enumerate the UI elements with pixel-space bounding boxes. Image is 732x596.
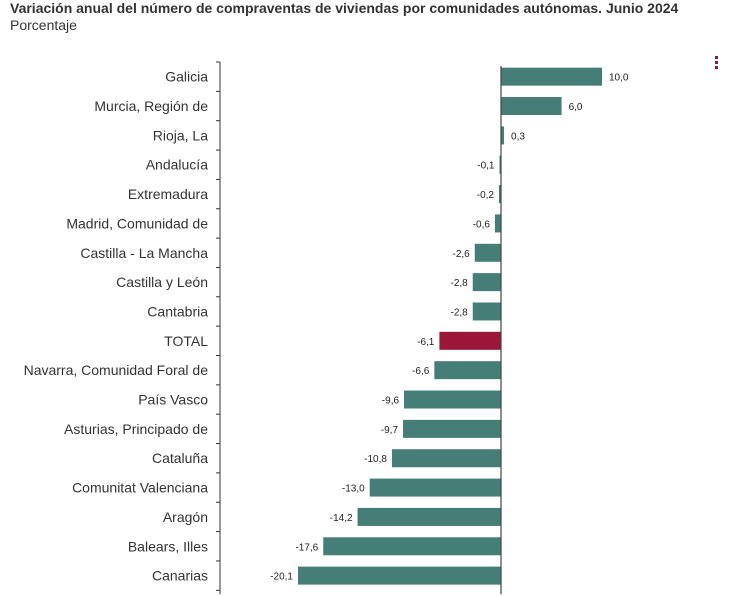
chart-title: Variación anual del número de compravent…: [10, 0, 679, 16]
category-label: TOTAL: [164, 333, 208, 349]
category-label: Aragón: [163, 509, 208, 525]
data-label: -17,6: [295, 542, 318, 553]
category-label: Rioja, La: [153, 127, 208, 143]
bar[interactable]: [499, 155, 502, 174]
data-label: -2,8: [450, 307, 468, 318]
data-label: -20,1: [270, 572, 293, 583]
data-label: 6,0: [569, 102, 583, 113]
category-label: Asturias, Principado de: [64, 421, 208, 437]
data-label: -6,6: [412, 366, 430, 377]
chart-menu-button[interactable]: [710, 56, 724, 72]
bar-total[interactable]: [439, 331, 501, 350]
data-label: -2,6: [453, 249, 471, 260]
bar[interactable]: [391, 449, 501, 468]
data-label: -0,6: [473, 219, 491, 230]
bar[interactable]: [369, 478, 501, 497]
chart-subtitle: Porcentaje: [10, 17, 77, 33]
category-label: Andalucía: [146, 157, 208, 173]
data-label: -0,1: [477, 161, 495, 172]
bar[interactable]: [501, 67, 602, 86]
bar[interactable]: [403, 419, 501, 438]
bar[interactable]: [501, 97, 562, 116]
bar[interactable]: [498, 185, 501, 204]
data-label: 10,0: [609, 73, 629, 84]
category-label: Murcia, Región de: [94, 98, 208, 114]
category-label: Cataluña: [152, 450, 208, 466]
category-label: Canarias: [152, 568, 208, 584]
category-label: Extremadura: [128, 186, 208, 202]
data-label: -14,2: [330, 513, 353, 524]
bar[interactable]: [357, 507, 501, 526]
bar[interactable]: [472, 273, 501, 292]
bar[interactable]: [434, 361, 501, 380]
data-label: -6,1: [417, 337, 435, 348]
data-label: -13,0: [342, 484, 365, 495]
category-label: Castilla - La Mancha: [80, 245, 208, 261]
bar[interactable]: [472, 302, 501, 321]
data-label: -2,8: [450, 278, 468, 289]
bar[interactable]: [297, 566, 501, 585]
category-label: Cantabria: [147, 303, 208, 319]
category-label: País Vasco: [138, 392, 208, 408]
category-label: Madrid, Comunidad de: [66, 215, 208, 231]
data-label: 0,3: [511, 131, 525, 142]
category-label: Navarra, Comunidad Foral de: [24, 362, 209, 378]
bar[interactable]: [323, 537, 501, 556]
data-label: -9,7: [381, 425, 399, 436]
data-label: -9,6: [382, 396, 400, 407]
category-label: Comunitat Valenciana: [72, 480, 208, 496]
bar[interactable]: [474, 243, 501, 262]
category-label: Balears, Illes: [128, 538, 208, 554]
data-label: -0,2: [477, 190, 495, 201]
category-label: Galicia: [165, 69, 208, 85]
bar[interactable]: [494, 214, 501, 233]
data-label: -10,8: [364, 454, 387, 465]
category-label: Castilla y León: [116, 274, 208, 290]
bar[interactable]: [404, 390, 501, 409]
bar[interactable]: [501, 126, 505, 145]
